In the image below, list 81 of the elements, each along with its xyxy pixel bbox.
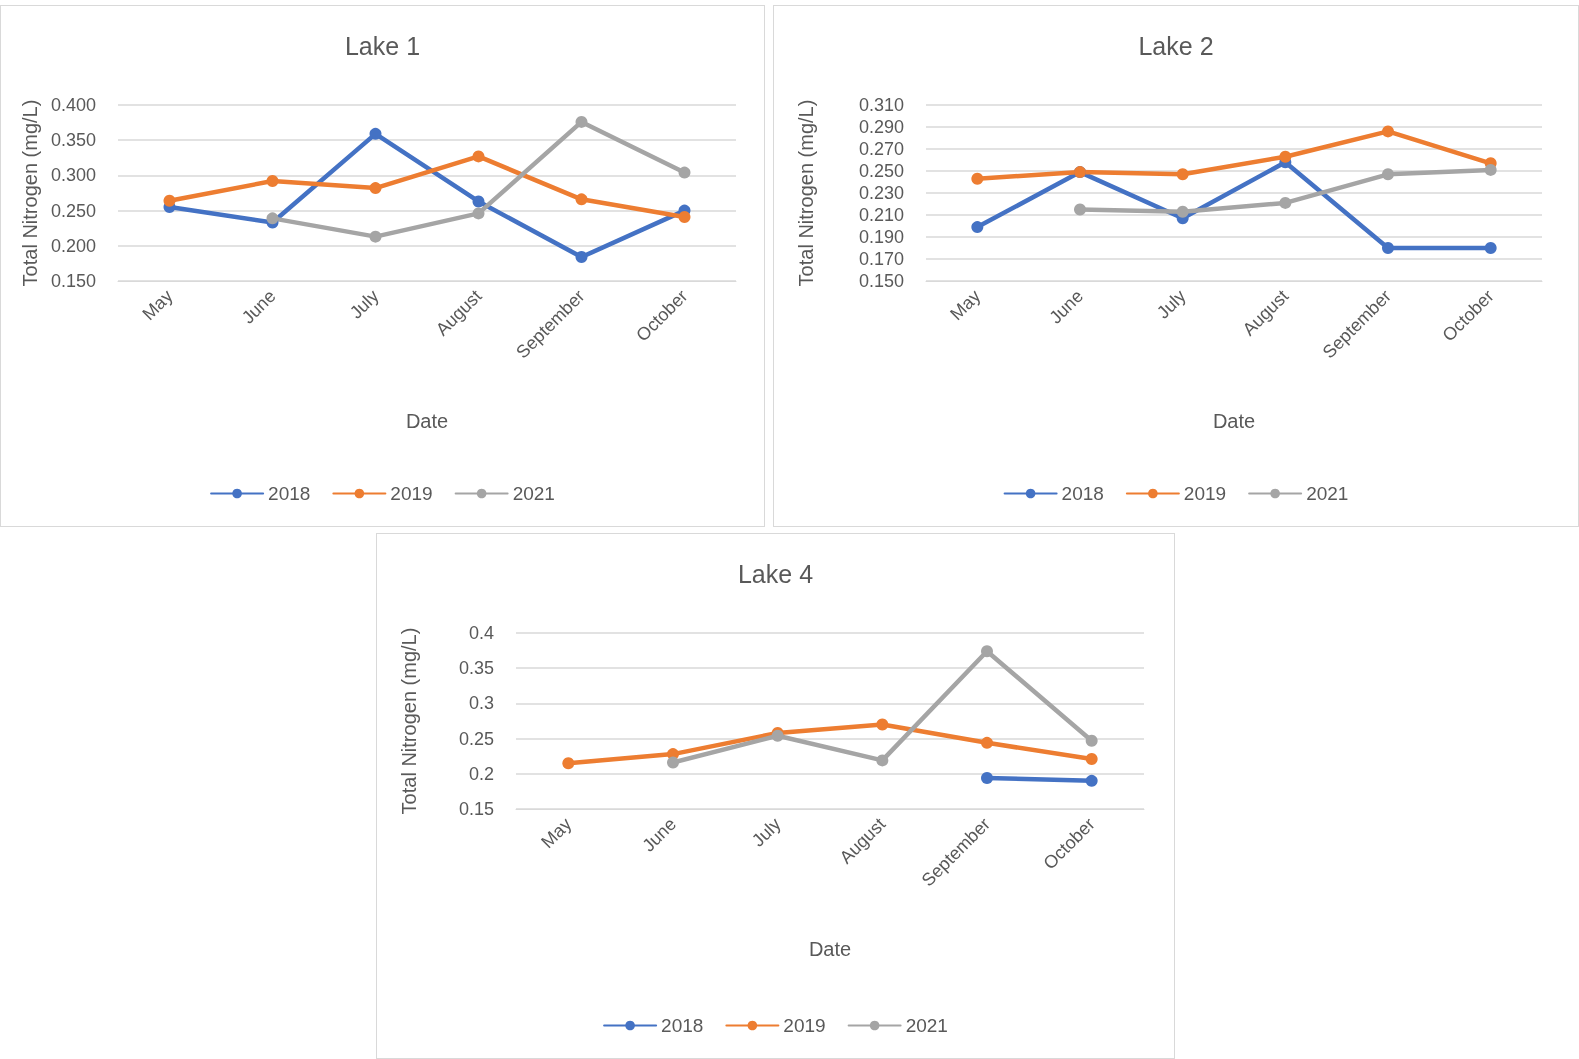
point xyxy=(981,736,993,749)
y-axis-title: Total Nitrogen (mg/L) xyxy=(19,99,42,287)
point xyxy=(1176,168,1189,181)
y-tick-label: 0.25 xyxy=(458,728,494,749)
point xyxy=(1382,242,1394,254)
legend-label: 2018 xyxy=(1061,483,1104,504)
point xyxy=(678,166,691,179)
point xyxy=(369,230,382,243)
y-tick-label: 0.150 xyxy=(858,271,904,291)
point xyxy=(369,127,382,140)
point xyxy=(1382,125,1394,138)
point xyxy=(369,182,382,195)
legend-label: 2018 xyxy=(268,483,311,504)
x-tick-label: May xyxy=(946,285,985,325)
point xyxy=(562,757,575,770)
point xyxy=(678,210,691,223)
y-tick-label: 0.3 xyxy=(468,693,494,714)
point xyxy=(1176,205,1189,218)
x-tick-label: July xyxy=(1152,285,1190,323)
point xyxy=(575,251,588,264)
y-tick-label: 0.250 xyxy=(858,161,904,181)
point xyxy=(971,172,984,185)
y-tick-label: 0.2 xyxy=(468,763,494,784)
point xyxy=(575,115,588,128)
y-tick-label: 0.300 xyxy=(50,165,96,186)
point xyxy=(1074,203,1086,216)
chart-title: Lake 1 xyxy=(344,31,421,60)
x-tick-label: July xyxy=(345,285,383,323)
point xyxy=(981,645,993,658)
point xyxy=(971,221,984,234)
point xyxy=(472,195,485,208)
y-tick-label: 0.210 xyxy=(858,205,904,225)
point xyxy=(876,754,889,767)
point xyxy=(266,175,279,188)
point xyxy=(163,194,176,207)
point xyxy=(1085,734,1098,747)
y-tick-label: 0.170 xyxy=(858,249,904,269)
point xyxy=(575,193,588,206)
point xyxy=(472,207,485,220)
legend-label: 2019 xyxy=(783,1015,826,1036)
y-tick-label: 0.310 xyxy=(858,95,904,115)
x-tick-label: July xyxy=(747,813,785,851)
point xyxy=(1085,753,1098,766)
point xyxy=(1279,150,1292,163)
chart-title: Lake 2 xyxy=(1138,31,1214,60)
point xyxy=(981,772,993,785)
y-tick-label: 0.4 xyxy=(468,623,494,643)
legend-label: 2018 xyxy=(661,1015,704,1036)
y-tick-label: 0.200 xyxy=(50,235,96,256)
y-tick-label: 0.400 xyxy=(50,95,96,115)
point xyxy=(876,718,889,731)
legend-label: 2021 xyxy=(905,1015,948,1036)
y-axis-title: Total Nitrogen (mg/L) xyxy=(398,627,420,815)
chart-title: Lake 4 xyxy=(737,559,814,588)
legend-label: 2021 xyxy=(1306,483,1349,504)
x-axis-title: Date xyxy=(808,938,852,960)
point xyxy=(1484,163,1497,176)
x-axis-title: Date xyxy=(405,410,449,432)
y-tick-label: 0.190 xyxy=(858,227,904,247)
x-tick-label: May xyxy=(138,285,177,325)
point xyxy=(1085,774,1098,787)
y-tick-label: 0.15 xyxy=(458,799,494,819)
y-tick-label: 0.290 xyxy=(858,117,904,137)
legend-label: 2019 xyxy=(1183,483,1227,504)
y-tick-label: 0.270 xyxy=(858,139,904,159)
legend-label: 2019 xyxy=(390,483,433,504)
y-axis-title: Total Nitrogen (mg/L) xyxy=(795,99,817,287)
y-tick-label: 0.35 xyxy=(458,658,494,679)
point xyxy=(1382,168,1394,181)
x-axis-title: Date xyxy=(1212,410,1256,432)
point xyxy=(667,756,679,769)
y-tick-label: 0.150 xyxy=(50,271,96,291)
point xyxy=(1279,196,1292,209)
x-tick-label: May xyxy=(537,813,576,853)
y-tick-label: 0.250 xyxy=(50,200,96,221)
y-tick-label: 0.350 xyxy=(50,130,96,151)
point xyxy=(266,212,279,225)
point xyxy=(472,150,485,163)
point xyxy=(1484,242,1497,254)
legend-label: 2021 xyxy=(512,483,555,504)
y-tick-label: 0.230 xyxy=(858,183,904,203)
